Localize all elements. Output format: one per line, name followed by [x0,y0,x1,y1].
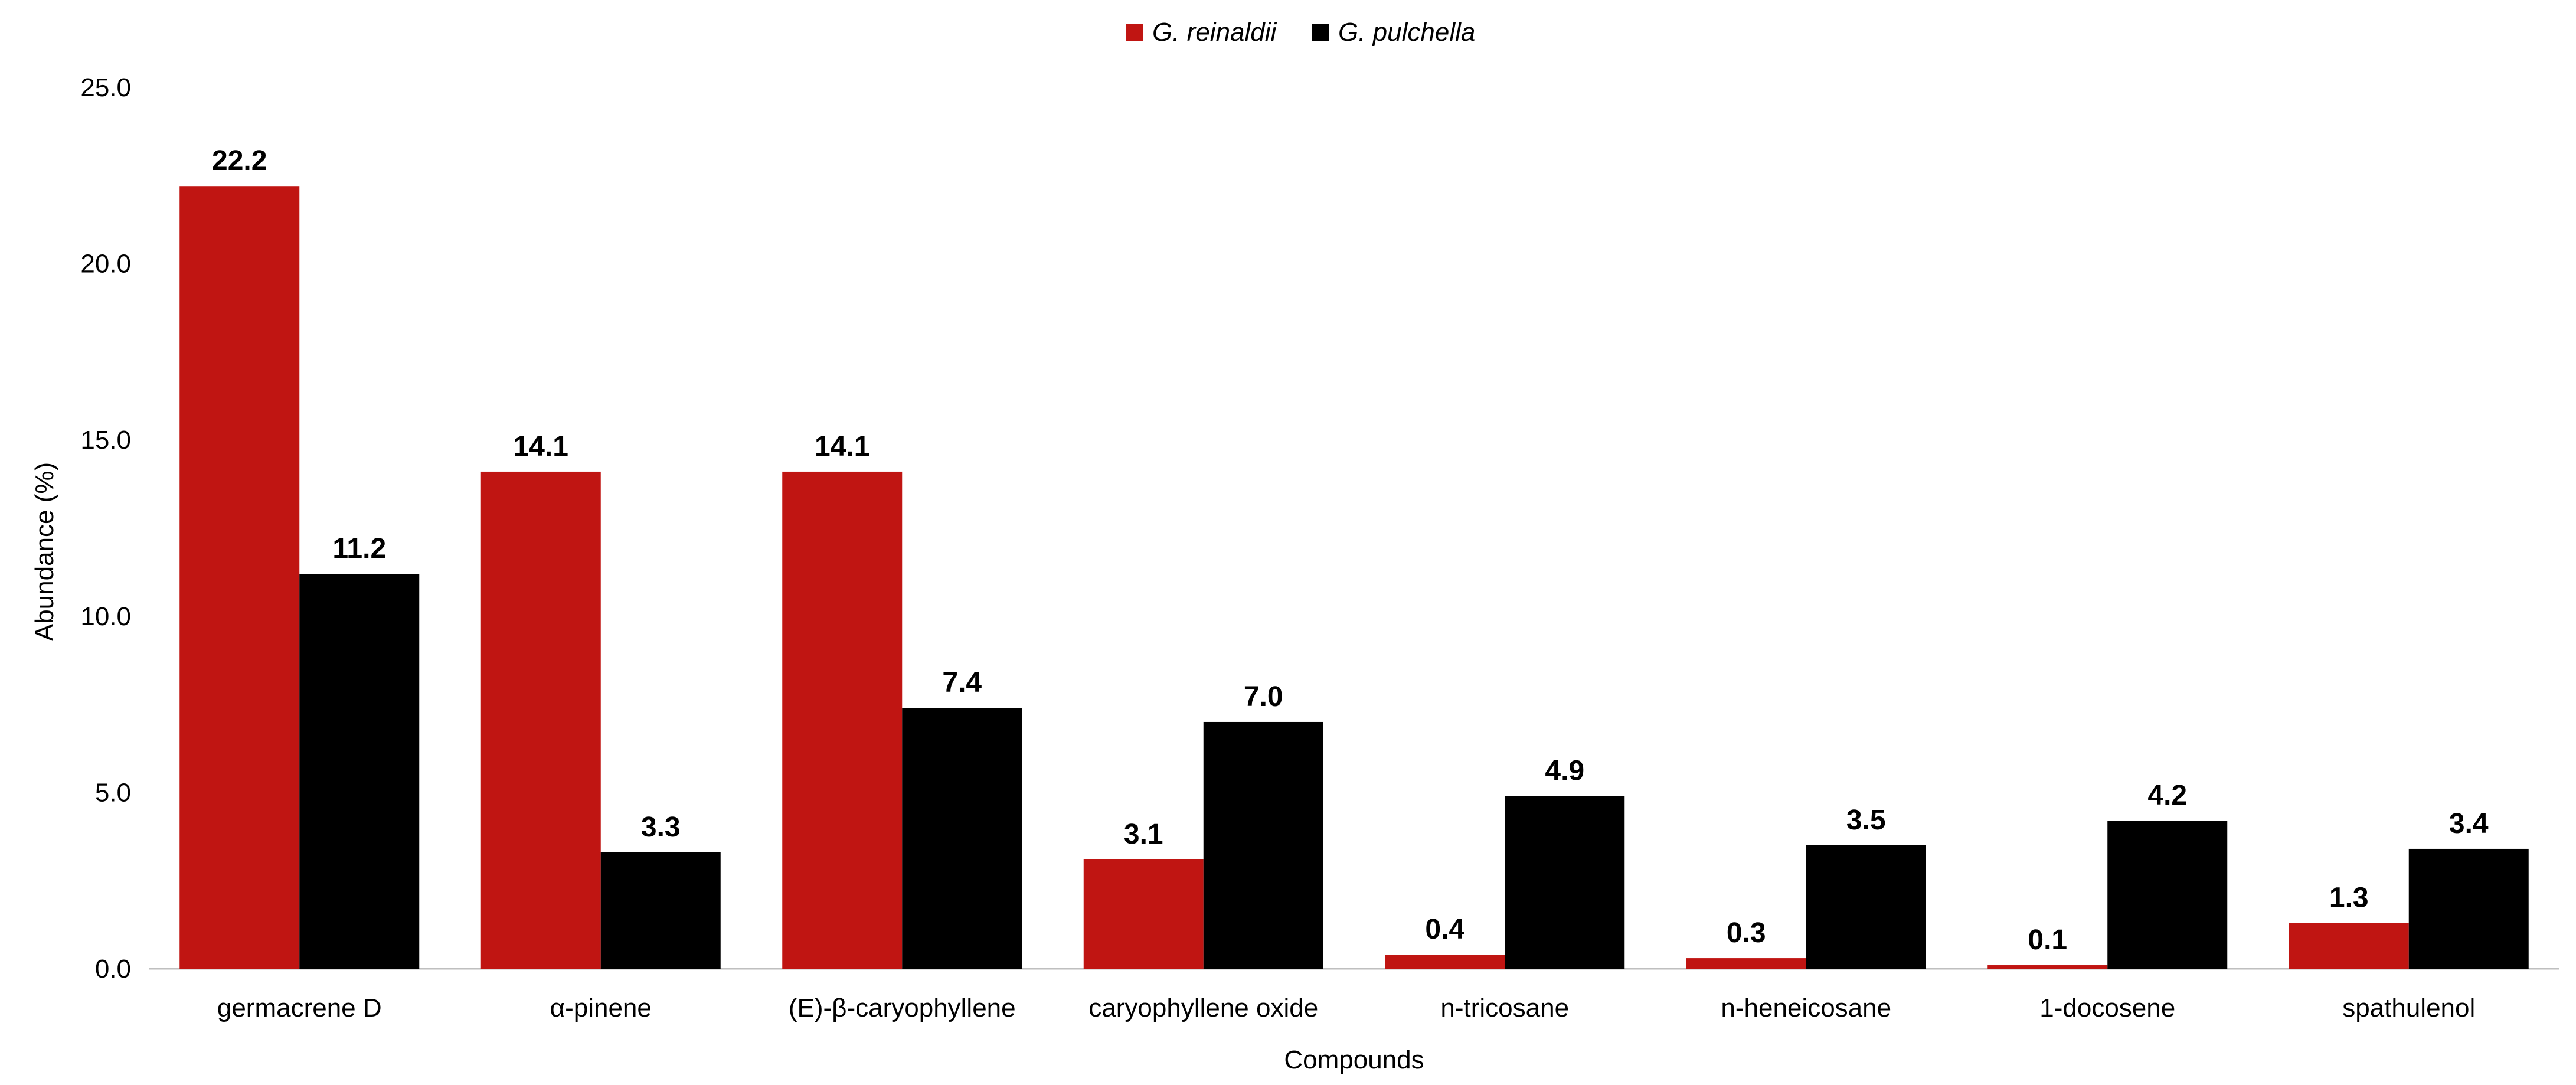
legend-swatch-g-reinaldii [1126,24,1143,41]
data-label: 7.4 [942,667,982,698]
data-label: 3.3 [641,812,681,843]
bar-g-reinaldii [1083,859,1204,969]
y-tick-label: 0.0 [95,955,131,983]
y-tick-label: 20.0 [80,250,131,279]
x-category-label: spathulenol [2342,994,2475,1022]
bar-g-pulchella [902,708,1022,969]
y-axis-title: Abundance (%) [30,462,59,641]
bar-g-reinaldii [480,471,601,969]
bar-g-reinaldii [782,471,903,969]
data-label: 14.1 [514,431,568,462]
bar-g-pulchella [2107,821,2228,969]
x-category-label: n-tricosane [1440,994,1569,1022]
bar-g-pulchella [1505,796,1625,969]
y-tick-label: 5.0 [95,778,131,807]
x-category-label: germacrene D [217,994,382,1022]
bar-g-pulchella [1203,721,1323,969]
legend-swatch-g-pulchella [1312,24,1329,41]
data-labels-group: 22.2 14.1 14.1 3.1 0.4 0.3 0.1 1.3 11.2 3.3 7.4 7.0… [212,145,2489,956]
data-label: 7.0 [1244,681,1283,713]
data-label: 14.1 [815,431,869,462]
data-label: 11.2 [332,533,386,564]
data-label: 3.4 [2449,808,2489,839]
bar-g-pulchella [299,574,420,969]
data-label: 22.2 [212,145,267,177]
data-label: 0.1 [2028,924,2067,956]
x-category-label: α-pinene [550,994,652,1022]
bar-g-pulchella [600,852,721,969]
data-label: 3.1 [1124,819,1163,850]
axes-group: 0.0 5.0 10.0 15.0 20.0 25.0 germacrene D α-pine… [30,73,2559,1074]
data-label: 0.4 [1425,914,1464,945]
y-tick-label: 15.0 [80,426,131,455]
data-label: 3.5 [1846,805,1886,836]
y-tick-label: 25.0 [80,73,131,102]
x-category-label: (E)-β-caryophyllene [789,994,1016,1022]
legend-label: G. reinaldii [1152,18,1277,47]
bar-g-reinaldii [1686,958,1806,969]
bar-g-reinaldii [179,186,300,969]
bars-group [179,186,2529,969]
legend-label: G. pulchella [1338,18,1475,47]
data-label: 1.3 [2329,882,2369,913]
x-category-label: 1-docosene [2039,994,2175,1022]
bar-g-pulchella [2408,848,2529,969]
data-label: 4.9 [1545,755,1584,786]
data-label: 0.3 [1727,917,1766,949]
x-category-label: caryophyllene oxide [1088,994,1318,1022]
x-category-label: n-heneicosane [1721,994,1891,1022]
bar-g-reinaldii [1385,955,1505,969]
bar-g-pulchella [1806,845,1926,969]
bar-g-reinaldii [1987,965,2108,969]
x-axis-title: Compounds [1284,1045,1424,1074]
data-label: 4.2 [2147,780,2187,811]
legend: G. reinaldii G. pulchella [1126,18,1475,47]
y-tick-label: 10.0 [80,602,131,631]
bar-g-reinaldii [2289,923,2409,969]
